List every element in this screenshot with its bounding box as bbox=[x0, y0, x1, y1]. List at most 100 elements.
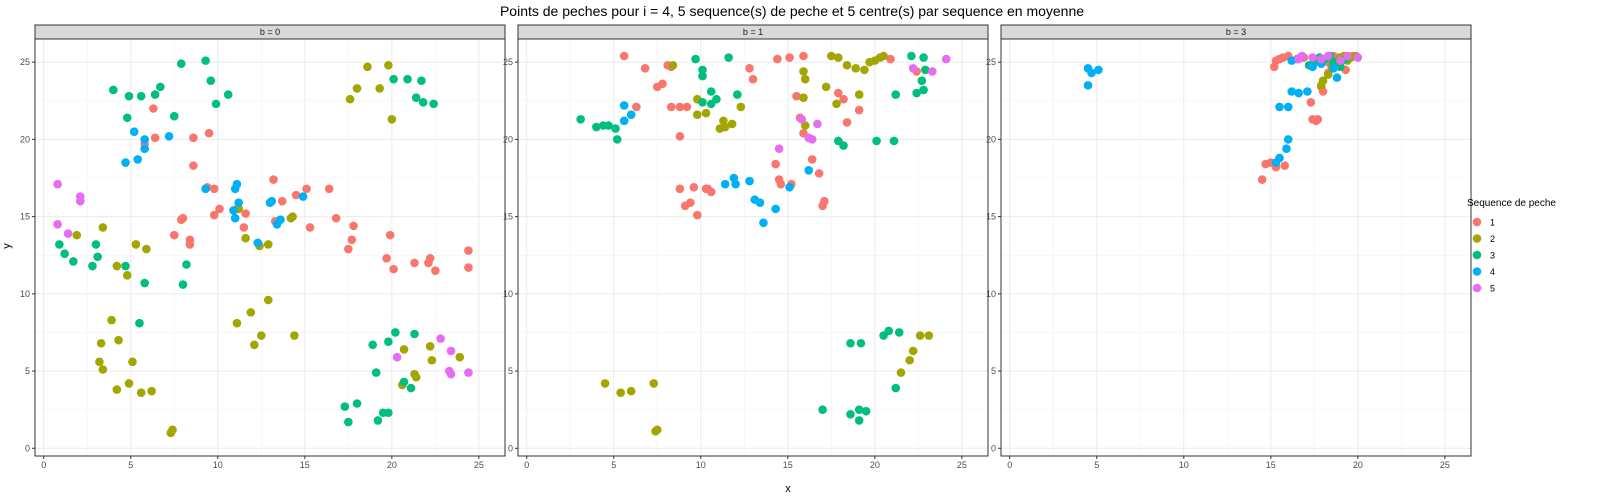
data-point bbox=[150, 133, 160, 143]
data-point bbox=[886, 54, 895, 64]
legend-key bbox=[1472, 234, 1482, 243]
data-point bbox=[692, 210, 702, 220]
data-point bbox=[411, 372, 421, 382]
data-point bbox=[799, 67, 808, 76]
data-point bbox=[727, 119, 737, 129]
data-point bbox=[703, 184, 713, 194]
x-tick-label: 10 bbox=[1179, 460, 1189, 470]
legend-title: Sequence de peche bbox=[1467, 198, 1556, 209]
x-tick-label: 20 bbox=[387, 460, 397, 470]
data-point bbox=[698, 98, 707, 107]
data-point bbox=[908, 346, 918, 356]
data-point bbox=[60, 249, 69, 258]
data-point bbox=[291, 190, 301, 200]
data-point bbox=[576, 115, 585, 124]
data-point bbox=[759, 218, 768, 228]
y-axis-title: y bbox=[1, 243, 13, 249]
data-point bbox=[298, 192, 308, 201]
data-point bbox=[375, 84, 384, 93]
x-tick-label: 10 bbox=[213, 460, 223, 470]
data-point bbox=[833, 88, 843, 98]
data-point bbox=[915, 331, 925, 340]
y-tick-label: 5 bbox=[25, 366, 30, 376]
data-point bbox=[121, 261, 130, 271]
data-point bbox=[209, 210, 219, 220]
data-point bbox=[1343, 51, 1352, 61]
data-point bbox=[142, 244, 151, 254]
data-point bbox=[860, 65, 869, 75]
data-point bbox=[1275, 102, 1284, 112]
data-point bbox=[891, 90, 901, 99]
data-point bbox=[1287, 56, 1297, 65]
data-point bbox=[908, 64, 918, 73]
data-point bbox=[241, 209, 250, 218]
data-point bbox=[124, 91, 134, 101]
data-point bbox=[93, 252, 102, 262]
data-point bbox=[626, 110, 636, 119]
data-point bbox=[352, 84, 362, 93]
data-point bbox=[807, 135, 817, 144]
data-point bbox=[856, 338, 866, 348]
data-point bbox=[774, 144, 784, 153]
data-point bbox=[53, 220, 62, 229]
data-point bbox=[178, 213, 188, 223]
data-point bbox=[1329, 57, 1338, 67]
data-point bbox=[748, 74, 758, 84]
data-point bbox=[612, 135, 622, 144]
facet-panel: b = 1 0 0 5 5 10 10 15 15 20 20 25 25 bbox=[503, 24, 989, 470]
data-point bbox=[455, 352, 465, 362]
data-point bbox=[889, 136, 899, 146]
data-point bbox=[894, 328, 904, 337]
data-point bbox=[701, 108, 711, 118]
data-point bbox=[204, 128, 214, 138]
data-point bbox=[1271, 158, 1281, 167]
data-point bbox=[619, 101, 629, 110]
data-point bbox=[807, 155, 817, 164]
data-point bbox=[147, 386, 156, 396]
data-point bbox=[234, 198, 243, 208]
data-point bbox=[1313, 115, 1323, 124]
data-point bbox=[131, 240, 141, 249]
series-4 bbox=[121, 127, 308, 248]
data-point bbox=[384, 408, 393, 418]
data-point bbox=[675, 132, 685, 141]
y-tick-label: 10 bbox=[503, 289, 513, 299]
x-tick-label: 15 bbox=[783, 460, 793, 470]
panel-border bbox=[517, 38, 989, 457]
data-point bbox=[246, 308, 256, 317]
data-point bbox=[1323, 70, 1333, 79]
data-point bbox=[1282, 144, 1291, 153]
data-point bbox=[72, 230, 82, 240]
data-point bbox=[604, 121, 613, 130]
data-point bbox=[164, 132, 174, 141]
data-point bbox=[1280, 161, 1290, 170]
legend-key bbox=[1472, 267, 1482, 276]
data-point bbox=[140, 135, 149, 144]
data-point bbox=[75, 196, 85, 206]
x-tick-label: 25 bbox=[957, 460, 967, 470]
data-point bbox=[114, 335, 123, 345]
data-point bbox=[785, 53, 794, 62]
data-point bbox=[112, 385, 122, 394]
y-tick-label: 0 bbox=[25, 443, 30, 453]
data-point bbox=[1283, 102, 1293, 112]
data-point bbox=[189, 133, 198, 143]
data-point bbox=[872, 136, 881, 146]
y-tick-label: 15 bbox=[20, 212, 30, 222]
data-point bbox=[55, 240, 64, 249]
data-point bbox=[290, 331, 299, 340]
data-point bbox=[854, 405, 864, 414]
data-point bbox=[253, 238, 263, 248]
data-point bbox=[389, 264, 398, 274]
series-2 bbox=[72, 60, 465, 438]
data-point bbox=[600, 379, 610, 388]
data-point bbox=[619, 51, 629, 61]
data-point bbox=[896, 368, 906, 377]
data-point bbox=[150, 90, 160, 99]
data-point bbox=[406, 383, 416, 393]
data-point bbox=[1308, 62, 1317, 72]
y-tick-label: 5 bbox=[991, 366, 996, 376]
data-point bbox=[436, 334, 445, 343]
data-point bbox=[391, 328, 400, 337]
y-tick-label: 25 bbox=[986, 57, 996, 67]
